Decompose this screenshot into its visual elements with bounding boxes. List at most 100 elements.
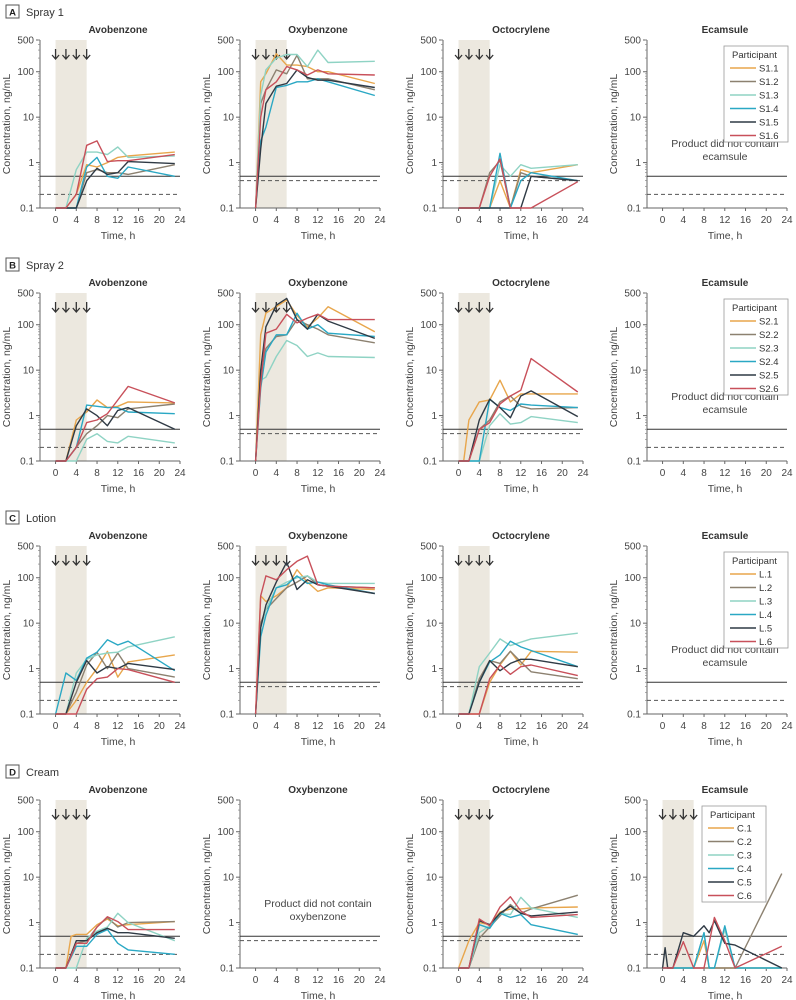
no-ingredient-note-line2: ecamsule [703, 151, 748, 163]
x-tick-label: 20 [154, 721, 166, 732]
series-line-S1.5 [458, 175, 578, 209]
application-arrow-icon [689, 809, 698, 820]
y-tick-label: 100 [420, 320, 437, 331]
legend-label: C.6 [737, 891, 752, 902]
y-tick-label: 0.1 [627, 457, 641, 468]
y-tick-label: 500 [420, 796, 437, 807]
application-arrow-icon [82, 555, 91, 566]
application-arrow-icon [61, 809, 70, 820]
x-tick-label: 0 [660, 215, 666, 226]
x-tick-label: 16 [333, 721, 345, 732]
x-tick-label: 4 [274, 468, 280, 479]
application-arrow-icon [61, 49, 70, 60]
y-axis-label: Concentration, ng/mL [404, 74, 416, 175]
series-line-S2.5 [55, 406, 176, 462]
x-tick-label: 20 [154, 215, 166, 226]
y-tick-label: 10 [223, 619, 235, 630]
application-arrow-icon [61, 555, 70, 566]
y-tick-label: 500 [17, 796, 34, 807]
legend-label: S2.1 [759, 317, 779, 328]
application-arrow-icon [658, 809, 667, 820]
x-tick-label: 20 [354, 468, 366, 479]
subplot-title: Ecamsule [702, 25, 749, 36]
x-tick-label: 24 [374, 468, 386, 479]
application-arrow-icon [72, 555, 81, 566]
x-axis-label: Time, h [301, 230, 336, 242]
x-tick-label: 24 [174, 975, 186, 986]
panel-letter: B [9, 261, 16, 272]
series-line-S2.6 [55, 385, 176, 462]
x-tick-label: 4 [477, 468, 483, 479]
series-line-L.5 [55, 659, 175, 715]
x-tick-label: 24 [174, 721, 186, 732]
x-axis-label: Time, h [708, 230, 743, 242]
application-arrow-icon [485, 49, 494, 60]
legend-label: C.4 [737, 864, 752, 875]
x-axis-label: Time, h [301, 990, 336, 1000]
x-tick-label: 8 [497, 468, 503, 479]
series-line-L.3 [55, 636, 175, 715]
series-line-L.1 [254, 569, 375, 715]
legend-title: Participant [732, 50, 777, 61]
y-tick-label: 0.1 [423, 204, 437, 215]
subplot-title: Avobenzone [88, 278, 148, 289]
series-line-L.6 [458, 664, 578, 715]
y-tick-label: 10 [23, 873, 35, 884]
x-tick-label: 20 [154, 975, 166, 986]
x-tick-label: 20 [354, 721, 366, 732]
panel-row-title: Lotion [26, 513, 56, 525]
x-tick-label: 16 [536, 721, 548, 732]
y-axis-label: Concentration, ng/mL [608, 74, 620, 175]
y-tick-label: 500 [17, 289, 34, 300]
x-tick-label: 16 [536, 215, 548, 226]
x-tick-label: 24 [577, 215, 589, 226]
series-line-S1.2 [254, 54, 375, 209]
x-tick-label: 8 [94, 721, 100, 732]
y-tick-label: 100 [17, 320, 34, 331]
x-tick-label: 24 [374, 975, 386, 986]
x-tick-label: 0 [253, 975, 259, 986]
y-tick-label: 500 [17, 36, 34, 47]
subplot-ecamsule: Ecamsule 0.1 1 10 100 500 0 4 8 12 16 20 24 Time, h Co… [608, 278, 793, 495]
x-tick-label: 12 [112, 215, 124, 226]
application-arrow-icon [251, 302, 260, 313]
series-line-C.6 [458, 896, 578, 969]
legend-label: S2.2 [759, 330, 779, 341]
x-tick-label: 16 [133, 975, 145, 986]
y-tick-label: 100 [420, 827, 437, 838]
legend-box [723, 45, 789, 143]
application-arrow-icon [679, 809, 688, 820]
x-tick-label: 12 [515, 215, 527, 226]
x-tick-label: 20 [557, 721, 569, 732]
legend-box [701, 805, 767, 903]
x-tick-label: 4 [74, 975, 80, 986]
application-arrow-icon [485, 809, 494, 820]
y-tick-label: 10 [23, 113, 35, 124]
y-tick-label: 500 [624, 796, 641, 807]
y-tick-label: 0.1 [20, 457, 34, 468]
x-tick-label: 0 [660, 721, 666, 732]
application-arrow-icon [464, 49, 473, 60]
x-tick-label: 24 [781, 721, 793, 732]
x-tick-label: 12 [719, 975, 731, 986]
application-arrow-icon [261, 555, 270, 566]
x-tick-label: 20 [557, 215, 569, 226]
subplot-avobenzone: Avobenzone 0.1 1 10 100 500 0 4 8 12 16 20 24 Time, h… [1, 25, 186, 242]
y-tick-label: 500 [624, 36, 641, 47]
y-tick-label: 100 [17, 67, 34, 78]
application-arrow-icon [475, 302, 484, 313]
y-tick-label: 1 [28, 664, 34, 675]
x-tick-label: 16 [333, 975, 345, 986]
subplot-title: Ecamsule [702, 278, 749, 289]
application-window-shade [458, 546, 490, 714]
legend-label: S1.5 [759, 118, 779, 129]
subplot-octocrylene: Octocrylene 0.1 1 10 100 500 0 4 8 12 16 20 24 Time, … [404, 531, 589, 748]
y-tick-label: 1 [635, 918, 641, 929]
panel-letter-box [5, 257, 20, 272]
x-tick-label: 0 [660, 468, 666, 479]
y-tick-label: 1 [431, 411, 437, 422]
x-tick-label: 16 [133, 215, 145, 226]
x-tick-label: 8 [701, 975, 707, 986]
y-tick-label: 0.1 [627, 710, 641, 721]
legend-label: L.3 [759, 597, 772, 608]
